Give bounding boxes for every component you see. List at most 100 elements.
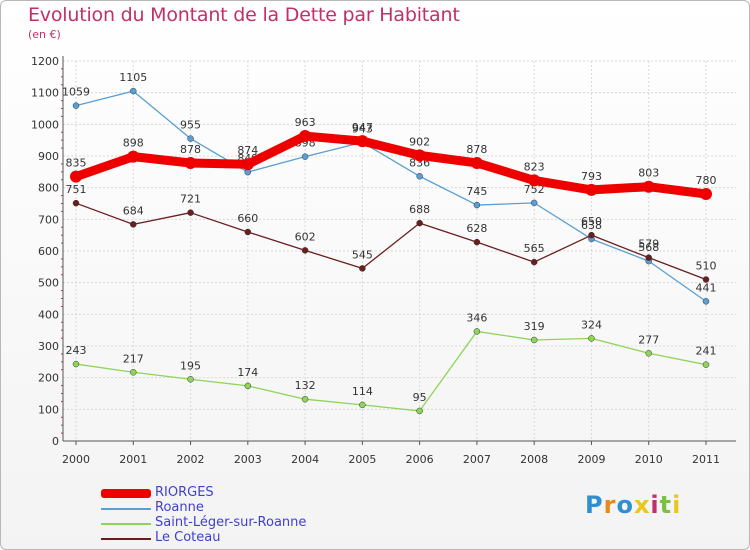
data-point-saint-l-ger-sur-roanne bbox=[359, 401, 366, 409]
data-point-riorges bbox=[299, 130, 312, 143]
data-point-roanne bbox=[416, 173, 423, 180]
y-tick-label: 900 bbox=[38, 150, 59, 163]
data-label-saint-l-ger-sur-roanne: 243 bbox=[66, 344, 87, 357]
data-label-saint-l-ger-sur-roanne: 319 bbox=[524, 320, 545, 333]
data-label-saint-l-ger-sur-roanne: 324 bbox=[581, 318, 602, 331]
data-label-roanne: 638 bbox=[581, 219, 602, 232]
unit-label: (en €) bbox=[28, 28, 61, 41]
x-tick-label: 2006 bbox=[406, 453, 434, 466]
y-tick-label: 300 bbox=[38, 340, 59, 353]
data-label-le-coteau: 565 bbox=[524, 242, 545, 255]
data-point-saint-l-ger-sur-roanne bbox=[72, 360, 80, 368]
data-label-le-coteau: 510 bbox=[696, 260, 717, 273]
data-point-le-coteau bbox=[187, 209, 194, 216]
data-point-roanne bbox=[473, 201, 481, 209]
y-tick-label: 1100 bbox=[31, 87, 59, 100]
data-point-saint-l-ger-sur-roanne bbox=[130, 369, 137, 376]
data-label-saint-l-ger-sur-roanne: 346 bbox=[466, 311, 487, 324]
data-point-roanne bbox=[530, 199, 538, 207]
data-label-riorges: 947 bbox=[352, 121, 373, 134]
data-label-riorges: 898 bbox=[123, 137, 144, 150]
series-line-saint-l-ger-sur-roanne bbox=[75, 330, 707, 412]
proxiti-logo: Proxiti bbox=[585, 491, 681, 519]
data-label-riorges: 878 bbox=[466, 143, 487, 156]
data-point-roanne bbox=[72, 102, 80, 109]
data-point-riorges bbox=[642, 180, 655, 193]
logo-letter: t bbox=[659, 491, 673, 519]
y-tick-label: 700 bbox=[38, 213, 59, 226]
data-label-roanne: 745 bbox=[466, 185, 487, 198]
data-label-le-coteau: 688 bbox=[409, 203, 430, 216]
data-label-le-coteau: 602 bbox=[295, 230, 316, 243]
data-point-le-coteau bbox=[244, 228, 252, 236]
data-point-roanne bbox=[702, 298, 710, 305]
data-label-riorges: 835 bbox=[66, 157, 87, 170]
x-tick-label: 2011 bbox=[692, 453, 720, 466]
data-point-le-coteau bbox=[530, 258, 538, 266]
y-tick-label: 400 bbox=[38, 308, 59, 321]
data-point-le-coteau bbox=[72, 199, 80, 207]
data-point-saint-l-ger-sur-roanne bbox=[244, 382, 252, 390]
data-label-saint-l-ger-sur-roanne: 241 bbox=[696, 345, 717, 358]
data-label-le-coteau: 751 bbox=[66, 183, 87, 196]
logo-letter: i bbox=[672, 491, 682, 519]
data-point-saint-l-ger-sur-roanne bbox=[416, 407, 423, 415]
data-point-le-coteau bbox=[416, 219, 423, 227]
x-tick-label: 2009 bbox=[577, 453, 605, 466]
logo-letter: o bbox=[616, 491, 634, 519]
data-point-riorges bbox=[127, 150, 140, 163]
data-point-riorges bbox=[470, 156, 483, 169]
data-label-saint-l-ger-sur-roanne: 114 bbox=[352, 385, 373, 398]
y-tick-label: 800 bbox=[38, 182, 59, 195]
data-point-saint-l-ger-sur-roanne bbox=[187, 376, 194, 383]
x-tick-label: 2008 bbox=[520, 453, 548, 466]
data-point-riorges bbox=[356, 135, 369, 148]
x-tick-label: 2004 bbox=[291, 453, 319, 466]
series-line-roanne bbox=[75, 90, 707, 303]
data-point-riorges bbox=[70, 170, 82, 183]
data-point-riorges bbox=[413, 149, 426, 162]
data-label-riorges: 823 bbox=[524, 160, 545, 173]
logo-letter: x bbox=[633, 491, 651, 519]
legend-swatch-riorges bbox=[101, 489, 151, 498]
data-point-roanne bbox=[187, 135, 194, 142]
data-label-le-coteau: 684 bbox=[123, 204, 144, 217]
data-point-le-coteau bbox=[130, 221, 137, 228]
data-label-roanne: 568 bbox=[638, 241, 659, 254]
data-point-riorges bbox=[700, 188, 712, 200]
data-point-le-coteau bbox=[359, 265, 366, 272]
data-label-le-coteau: 628 bbox=[466, 222, 487, 235]
data-point-le-coteau bbox=[473, 238, 481, 246]
y-tick-label: 200 bbox=[38, 372, 59, 385]
data-label-riorges: 963 bbox=[295, 116, 316, 129]
data-point-le-coteau bbox=[301, 247, 309, 254]
chart-title: Evolution du Montant de la Dette par Hab… bbox=[28, 4, 460, 26]
data-point-riorges bbox=[585, 183, 598, 196]
data-label-roanne: 955 bbox=[180, 119, 201, 132]
data-label-le-coteau: 660 bbox=[237, 212, 258, 225]
data-label-riorges: 902 bbox=[409, 135, 430, 148]
data-point-le-coteau bbox=[702, 276, 710, 283]
data-point-saint-l-ger-sur-roanne bbox=[588, 335, 595, 342]
data-point-riorges bbox=[528, 174, 541, 187]
series-line-riorges bbox=[71, 131, 711, 199]
data-label-le-coteau: 579 bbox=[638, 238, 659, 251]
x-tick-label: 2001 bbox=[119, 453, 147, 466]
data-label-roanne: 752 bbox=[524, 183, 545, 196]
data-label-saint-l-ger-sur-roanne: 132 bbox=[295, 379, 316, 392]
y-tick-label: 1000 bbox=[31, 118, 59, 131]
data-point-roanne bbox=[130, 87, 137, 95]
x-tick-label: 2002 bbox=[177, 453, 205, 466]
legend-label-riorges: RIORGES bbox=[155, 485, 214, 500]
data-label-roanne: 441 bbox=[696, 281, 717, 294]
legend-label-roanne: Roanne bbox=[155, 500, 204, 515]
data-point-saint-l-ger-sur-roanne bbox=[301, 395, 309, 403]
data-label-riorges: 878 bbox=[180, 143, 201, 156]
y-tick-label: 100 bbox=[38, 403, 59, 416]
data-label-saint-l-ger-sur-roanne: 277 bbox=[638, 333, 659, 346]
y-tick-label: 500 bbox=[38, 277, 59, 290]
y-tick-label: 600 bbox=[38, 245, 59, 258]
data-point-saint-l-ger-sur-roanne bbox=[473, 328, 481, 335]
legend-swatch-roanne bbox=[101, 508, 151, 510]
